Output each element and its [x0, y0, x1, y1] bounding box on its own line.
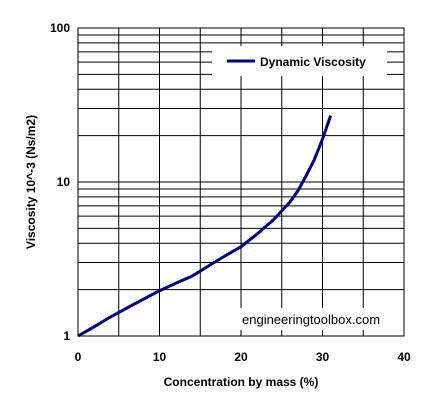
x-tick-label: 0: [75, 350, 82, 364]
y-axis-title: Viscosity 10^-3 (Ns/m2): [24, 115, 38, 249]
y-tick-label: 1: [63, 329, 70, 343]
x-tick-label: 10: [153, 350, 167, 364]
x-tick-labels: 0 10 20 30 40: [75, 350, 411, 364]
series-line-dynamic-viscosity: [77, 115, 333, 338]
watermark-background: [238, 308, 394, 330]
x-tick-label: 40: [397, 350, 411, 364]
x-axis-title: Concentration by mass (%): [164, 375, 319, 389]
legend: Dynamic Viscosity: [212, 46, 387, 76]
watermark: engineeringtoolbox.com: [242, 312, 380, 327]
x-tick-label: 20: [234, 350, 248, 364]
legend-label: Dynamic Viscosity: [260, 55, 366, 69]
y-tick-label: 100: [50, 21, 70, 35]
x-tick-label: 30: [316, 350, 330, 364]
y-tick-labels: 1 10 100: [50, 21, 70, 343]
y-tick-label: 10: [57, 175, 71, 189]
plot-border: [77, 27, 405, 337]
